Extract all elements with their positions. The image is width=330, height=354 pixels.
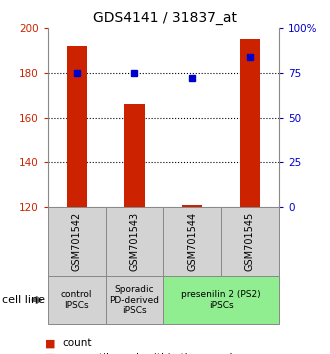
Text: GSM701542: GSM701542	[72, 212, 82, 271]
Text: GSM701543: GSM701543	[129, 212, 140, 271]
Text: ■: ■	[45, 353, 55, 354]
Text: control
IPSCs: control IPSCs	[61, 290, 92, 310]
Text: cell line: cell line	[2, 295, 45, 305]
Bar	[124, 104, 145, 207]
Text: GDS4141 / 31837_at: GDS4141 / 31837_at	[93, 11, 237, 25]
Bar	[67, 46, 87, 207]
Text: percentile rank within the sample: percentile rank within the sample	[63, 353, 239, 354]
Text: GSM701544: GSM701544	[187, 212, 197, 271]
Bar	[240, 40, 260, 207]
Text: GSM701545: GSM701545	[245, 212, 255, 271]
Text: count: count	[63, 338, 92, 348]
Text: presenilin 2 (PS2)
iPSCs: presenilin 2 (PS2) iPSCs	[181, 290, 261, 310]
Bar	[182, 205, 202, 207]
Text: Sporadic
PD-derived
iPSCs: Sporadic PD-derived iPSCs	[110, 285, 159, 315]
Text: ■: ■	[45, 338, 55, 348]
